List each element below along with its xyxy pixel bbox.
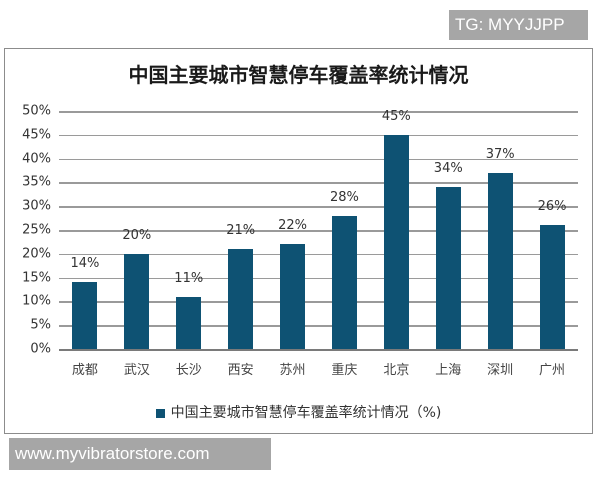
y-tick-label: 45%: [22, 127, 51, 143]
plot-area: 0% 5% 10% 15% 20% 25% 30% 35% 40% 45% 50% 14% 成都 20% 武…: [22, 104, 578, 378]
y-tick-label: 0%: [30, 341, 51, 357]
value-label: 45%: [381, 108, 411, 124]
gridline: [59, 230, 578, 232]
bar-长沙: [176, 296, 202, 349]
legend-label: 中国主要城市智慧停车覆盖率统计情况（%): [170, 405, 442, 421]
y-tick-label: 30%: [22, 198, 51, 214]
bar-武汉: [124, 253, 150, 349]
gridline: [59, 253, 578, 256]
x-tick-label: 广州: [539, 363, 566, 378]
gridline: [59, 277, 578, 280]
legend-swatch-icon: [155, 408, 165, 418]
x-tick-label: 北京: [383, 363, 410, 378]
value-label: 26%: [537, 199, 567, 215]
y-tick-label: 20%: [22, 246, 51, 262]
y-tick-label: 10%: [22, 293, 51, 309]
value-label: 14%: [70, 256, 100, 272]
gridline: [59, 325, 578, 327]
value-label: 28%: [329, 189, 359, 205]
bar-上海: [435, 187, 461, 349]
bar-北京: [383, 134, 409, 349]
gridline: [59, 134, 578, 137]
y-tick-label: 40%: [22, 151, 51, 167]
bar-苏州: [280, 244, 306, 349]
x-tick-label: 长沙: [175, 363, 202, 378]
value-label: 21%: [226, 223, 256, 239]
y-tick-label: 5%: [30, 317, 51, 333]
value-label: 37%: [485, 146, 515, 162]
gridline: [59, 349, 578, 351]
watermark-bottom-left: www.myvibratorstore.com: [9, 438, 271, 470]
bar-广州: [539, 225, 565, 349]
x-tick-label: 成都: [71, 363, 98, 378]
y-tick-label: 15%: [22, 270, 51, 286]
value-label: 20%: [122, 227, 152, 243]
gridline: [59, 301, 578, 303]
bar-重庆: [331, 215, 357, 349]
bar-深圳: [487, 172, 513, 349]
y-tick-label: 50%: [22, 103, 51, 119]
chart-title: 中国主要城市智慧停车覆盖率统计情况: [128, 63, 469, 87]
gridline: [59, 206, 578, 208]
x-tick-label: 上海: [435, 363, 462, 378]
bar-西安: [228, 249, 254, 349]
gridline: [59, 111, 578, 113]
bar-成都: [72, 282, 98, 349]
y-tick-label: 25%: [22, 222, 51, 238]
chart-legend: 中国主要城市智慧停车覆盖率统计情况（%): [5, 402, 592, 422]
x-tick-label: 重庆: [331, 363, 358, 378]
value-label: 22%: [278, 218, 307, 234]
x-tick-label: 武汉: [123, 363, 150, 378]
chart-container: 中国主要城市智慧停车覆盖率统计情况 0% 5% 10% 15% 20% 25% 30% 35%…: [4, 48, 593, 434]
x-tick-label: 深圳: [487, 363, 514, 378]
gridline: [59, 158, 578, 161]
x-tick-label: 苏州: [279, 363, 306, 378]
value-label: 34%: [433, 161, 463, 177]
value-label: 11%: [174, 270, 204, 286]
y-tick-label: 35%: [22, 174, 51, 190]
watermark-top-right: TG: MYYJJPP: [449, 10, 588, 40]
x-tick-label: 西安: [227, 363, 254, 378]
gridline: [59, 182, 578, 184]
